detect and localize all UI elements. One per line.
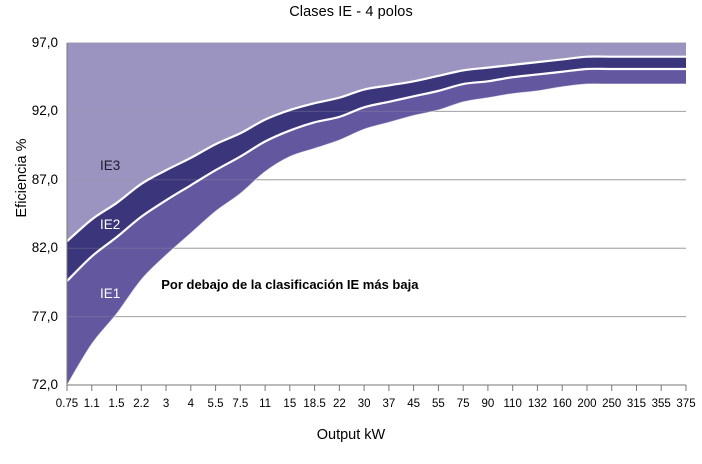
y-tick-label: 77,0 <box>31 308 58 324</box>
x-tick-label: 1.5 <box>108 398 125 410</box>
x-tick-label: 160 <box>552 398 572 410</box>
x-tick-label: 4 <box>187 398 194 410</box>
y-tick-label: 97,0 <box>31 35 58 50</box>
x-tick-label: 55 <box>431 398 445 410</box>
x-tick-label: 315 <box>626 398 647 410</box>
x-tick-label: 200 <box>577 398 597 410</box>
x-tick-label: 5.5 <box>207 398 224 410</box>
x-tick-label: 30 <box>357 398 371 410</box>
x-tick-label: 75 <box>456 398 470 410</box>
x-tick-label: 355 <box>651 398 671 410</box>
chart-title: Clases IE - 4 polos <box>289 4 413 20</box>
y-tick-label: 82,0 <box>31 240 58 256</box>
x-tick-label: 45 <box>407 398 421 410</box>
band-label-ie1: IE1 <box>100 285 121 301</box>
area-bands <box>67 43 686 385</box>
x-tick-label: 15 <box>283 398 297 410</box>
axis-lines <box>66 43 686 386</box>
x-tick-label: 2.2 <box>133 398 150 410</box>
below-classification-note: Por debajo de la clasificación IE más ba… <box>161 277 419 293</box>
y-tick-label: 87,0 <box>31 171 58 187</box>
x-tick-label: 18.5 <box>303 398 326 410</box>
x-tick-label: 37 <box>382 398 396 410</box>
x-axis-title: Output kW <box>316 427 386 443</box>
x-tick-label: 3 <box>162 398 170 410</box>
x-tick-label: 132 <box>527 398 548 410</box>
axis-ticks <box>66 385 687 391</box>
y-tick-label: 72,0 <box>31 377 58 392</box>
x-tick-label: 110 <box>503 398 522 410</box>
x-tick-label: 7.5 <box>232 398 249 410</box>
x-tick-label: 1.1 <box>83 398 100 410</box>
y-tick-label: 92,0 <box>31 103 58 119</box>
boundary-lines <box>66 42 686 386</box>
x-tick-label: 11 <box>259 398 272 410</box>
x-tick-label: 250 <box>602 398 622 410</box>
band-label-ie3: IE3 <box>100 158 121 174</box>
x-tick-label: 0.75 <box>55 398 79 410</box>
x-tick-label: 22 <box>332 398 346 410</box>
x-tick-label: 90 <box>481 398 495 410</box>
x-tick-label: 375 <box>676 398 696 410</box>
band-label-ie2: IE2 <box>100 217 121 233</box>
